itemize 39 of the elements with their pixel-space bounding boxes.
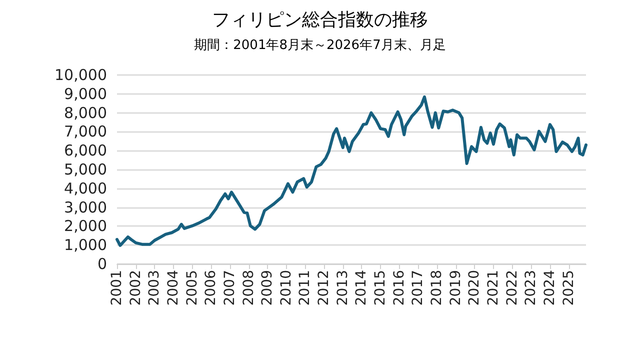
y-tick-label: 7,000	[64, 122, 107, 141]
x-tick-label: 2014	[354, 270, 370, 306]
x-tick-label: 2006	[203, 270, 220, 306]
x-tick-label: 2019	[448, 270, 464, 306]
y-tick-label: 5,000	[64, 160, 107, 178]
x-tick-label: 2003	[146, 270, 163, 306]
x-tick-label: 2007	[222, 270, 238, 306]
y-tick-label: 10,000	[54, 66, 107, 84]
x-tick-label: 2020	[466, 270, 483, 306]
x-tick-label: 2018	[429, 270, 445, 306]
x-tick-label: 2017	[410, 270, 426, 306]
x-tick-label: 2023	[523, 270, 540, 306]
line-series	[116, 95, 588, 247]
chart-title: フィリピン総合指数の推移	[212, 10, 428, 30]
x-tick-label: 2025	[560, 270, 577, 306]
x-tick-label: 2021	[485, 270, 502, 306]
x-tick-label: 2005	[184, 270, 200, 306]
x-tick-label: 2009	[260, 270, 276, 306]
x-tick-label: 2004	[165, 270, 182, 306]
x-tick-label: 2013	[334, 270, 351, 306]
x-tick-label: 2010	[278, 270, 294, 306]
x-tick-label: 2002	[128, 270, 144, 306]
x-tick-label: 2022	[504, 270, 520, 306]
y-tick-label: 4,000	[64, 179, 107, 198]
x-tick-label: 2011	[297, 270, 314, 306]
x-tick-label: 2024	[542, 270, 558, 306]
y-tick-label: 3,000	[64, 198, 107, 216]
x-tick-label: 2012	[316, 270, 332, 306]
x-tick-label: 2001	[109, 270, 125, 306]
y-tick-label: 6,000	[64, 142, 107, 160]
x-tick-label: 2008	[240, 270, 257, 306]
y-tick-label: 8,000	[64, 104, 107, 122]
x-tick-label: 2015	[372, 270, 389, 306]
y-tick-label: 9,000	[64, 84, 107, 103]
y-tick-label: 2,000	[64, 217, 107, 236]
y-tick-label: 1,000	[64, 236, 107, 254]
chart-subtitle: 期間：2001年8月末～2026年7月末、月足	[194, 38, 446, 53]
y-tick-label: 0	[97, 255, 107, 273]
x-tick-label: 2016	[391, 270, 408, 306]
